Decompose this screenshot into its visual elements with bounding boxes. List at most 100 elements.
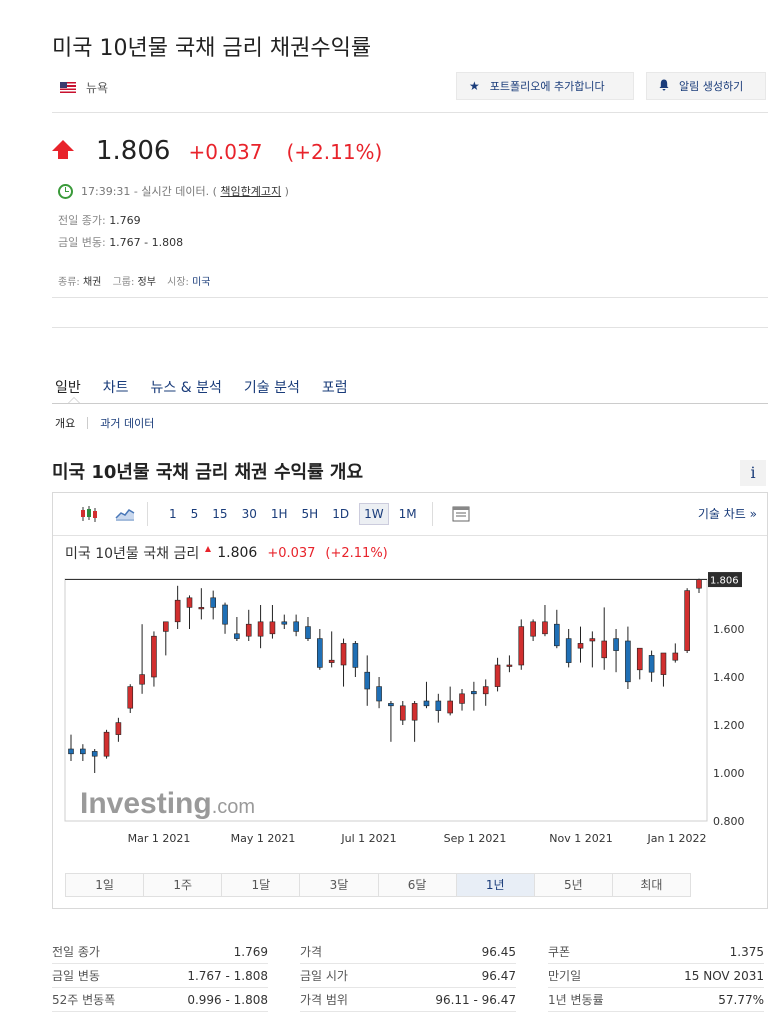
candle-body: [91, 751, 98, 757]
sub-tabs: 개요 과거 데이터: [55, 415, 154, 431]
candle: [317, 629, 323, 670]
type-value: 채권: [82, 277, 102, 288]
candle-body: [281, 621, 288, 625]
interval-1d[interactable]: 1D: [332, 507, 350, 521]
info-button[interactable]: i: [740, 460, 766, 486]
candle-body: [115, 722, 122, 735]
candle-body: [257, 621, 264, 637]
candle-body: [542, 621, 548, 635]
subtab-historical-data[interactable]: 과거 데이터: [100, 417, 155, 430]
candle-body: [530, 621, 536, 637]
candle: [601, 607, 608, 670]
candle-body: [506, 664, 513, 667]
tab-chart[interactable]: 차트: [102, 380, 129, 396]
stat-value: 57.77%: [718, 993, 764, 1007]
stat-value: 1.769: [233, 945, 268, 959]
candle: [281, 614, 288, 629]
stats-column-3: 쿠폰 1.375 만기일 15 NOV 2031 1년 변동률 57.77%: [548, 940, 764, 1012]
stat-row: 금일 변동 1.767 - 1.808: [52, 964, 268, 988]
candle: [459, 689, 465, 711]
interval-1m[interactable]: 1M: [398, 507, 417, 521]
stat-label: 금일 시가: [300, 969, 348, 983]
range-6m[interactable]: 6달: [378, 874, 457, 896]
chart-price-change-percent: (+2.11%): [325, 545, 388, 561]
tab-technical[interactable]: 기술 분석: [243, 380, 300, 396]
candle: [257, 605, 264, 649]
candle: [234, 617, 240, 641]
price-change: +0.037: [188, 140, 263, 164]
stat-row: 가격 96.45: [300, 940, 516, 964]
interval-15[interactable]: 15: [212, 507, 228, 521]
candle-body: [636, 647, 643, 671]
candle: [482, 679, 489, 706]
tabs-divider: [52, 403, 768, 404]
chart-settings-icon[interactable]: [447, 502, 475, 526]
candle-body: [411, 703, 418, 721]
interval-1w[interactable]: 1W: [359, 503, 389, 525]
candle-body: [139, 674, 145, 685]
candle: [269, 605, 276, 639]
tab-forum[interactable]: 포럼: [321, 380, 348, 396]
stat-label: 쿠폰: [548, 945, 571, 959]
stat-value: 1.375: [729, 945, 764, 959]
create-alert-button[interactable]: 알림 생성하기: [646, 72, 766, 100]
interval-30[interactable]: 30: [241, 507, 257, 521]
candle-body: [305, 626, 311, 639]
interval-1[interactable]: 1: [169, 507, 177, 521]
range-3m[interactable]: 3달: [300, 874, 379, 896]
candlestick-chart[interactable]: 0.800 1.000 1.200 1.400 1.600 Mar 1 2021 May …: [53, 493, 769, 868]
candle: [625, 626, 631, 689]
range-max[interactable]: 최대: [612, 874, 690, 896]
range-1d[interactable]: 1일: [66, 874, 145, 896]
prev-close-value: 1.769: [109, 214, 141, 227]
range-5y[interactable]: 5년: [534, 874, 613, 896]
day-range: 금일 변동: 1.767 - 1.808: [58, 234, 183, 250]
candle-body: [68, 748, 74, 755]
market-link[interactable]: 미국: [192, 277, 211, 288]
disclaimer-link[interactable]: 책임한계고지: [220, 185, 282, 198]
chart-price-change: +0.037: [267, 545, 316, 561]
range-1w[interactable]: 1주: [144, 874, 223, 896]
y-tick-label: 1.200: [713, 719, 745, 732]
subtab-overview[interactable]: 개요: [55, 417, 76, 430]
candle-body: [601, 640, 608, 659]
x-tick-label: Jul 1 2021: [340, 832, 396, 845]
candle-body: [459, 693, 465, 704]
candle: [648, 650, 655, 682]
quote-row: 1.806 +0.037 (+2.11%): [52, 136, 382, 166]
candle: [364, 655, 371, 706]
toolbar-separator: [431, 502, 433, 526]
candle-body: [613, 638, 619, 651]
candle-body: [648, 655, 655, 673]
candle-body: [565, 638, 572, 663]
stat-label: 52주 변동폭: [52, 993, 116, 1007]
market-label: 시장:: [167, 277, 189, 288]
candle-body: [80, 748, 86, 755]
tab-general[interactable]: 일반: [55, 380, 81, 396]
stat-value: 15 NOV 2031: [684, 969, 764, 983]
candle: [494, 657, 501, 692]
candle: [352, 641, 359, 677]
y-tick-label: 1.400: [713, 671, 745, 684]
candle-body: [245, 623, 252, 637]
add-to-portfolio-button[interactable]: ★ 포트폴리오에 추가합니다: [456, 72, 634, 100]
tab-news-analysis[interactable]: 뉴스 & 분석: [150, 380, 222, 396]
interval-1h[interactable]: 1H: [270, 507, 288, 521]
active-tab-indicator: [68, 397, 80, 403]
candle-body: [447, 700, 453, 714]
stats-column-2: 가격 96.45 금일 시가 96.47 가격 범위 96.11 - 96.47: [300, 940, 516, 1012]
candle: [542, 605, 548, 637]
candle: [613, 629, 619, 673]
candle-body: [554, 623, 560, 647]
interval-5h[interactable]: 5H: [301, 507, 319, 521]
candlestick-icon[interactable]: [75, 502, 103, 526]
area-chart-icon[interactable]: [111, 502, 139, 526]
chart-up-icon: [205, 546, 212, 552]
candle: [554, 609, 560, 649]
technical-chart-link[interactable]: 기술 차트 »: [697, 507, 757, 521]
interval-5[interactable]: 5: [190, 507, 199, 521]
range-1m[interactable]: 1달: [222, 874, 301, 896]
star-icon: ★: [469, 79, 480, 93]
range-1y[interactable]: 1년: [456, 874, 535, 896]
divider: [52, 297, 768, 298]
